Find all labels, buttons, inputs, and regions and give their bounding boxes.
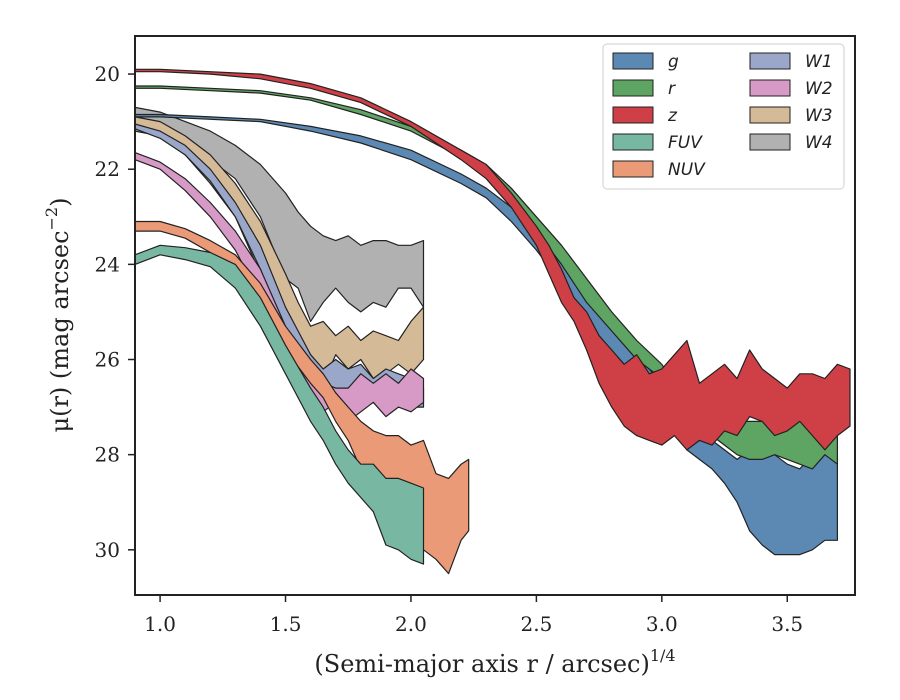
plot-frame bbox=[134, 35, 856, 596]
legend-swatch-fuv bbox=[612, 133, 654, 151]
x-axis-label: (Semi-major axis r / arcsec)1/4 bbox=[314, 646, 675, 678]
ticks-layer: 1.0 1.5 2.0 2.5 3.0 3.5 20 22 24 26 28 30 bbox=[95, 62, 804, 636]
legend: grz FUV NUV W1 W2 W3 W4 bbox=[602, 43, 845, 190]
legend-label-fuv: FUV bbox=[668, 133, 703, 153]
x-tick-label: 1.5 bbox=[270, 612, 302, 636]
y-tick-label: 26 bbox=[95, 348, 120, 372]
y-axis-label: μ(r) (mag arcsec−2) bbox=[42, 198, 74, 433]
legend-swatch-w3 bbox=[749, 106, 791, 124]
x-axis-label-exponent: 1/4 bbox=[650, 646, 676, 665]
legend-swatch-r bbox=[612, 79, 654, 97]
x-tick-label: 2.5 bbox=[520, 612, 552, 636]
series-layer bbox=[134, 68, 851, 575]
legend-label-z: z bbox=[667, 106, 678, 126]
legend-label-w1: W1 bbox=[805, 52, 833, 72]
legend-swatch-w4 bbox=[749, 133, 791, 151]
x-tick-label: 3.5 bbox=[771, 612, 803, 636]
x-tick-label: 1.0 bbox=[144, 612, 176, 636]
legend-label-g: g bbox=[668, 52, 679, 72]
x-tick-label: 2.0 bbox=[395, 612, 427, 636]
legend-swatch-z bbox=[612, 106, 654, 124]
x-tick-label: 3.0 bbox=[646, 612, 678, 636]
legend-label-w3: W3 bbox=[805, 106, 833, 126]
y-tick-label: 30 bbox=[95, 538, 120, 562]
y-axis-label-exponent: −2 bbox=[42, 207, 61, 231]
legend-label-w4: W4 bbox=[805, 133, 833, 153]
legend-swatch-w2 bbox=[749, 79, 791, 97]
legend-label-r: r bbox=[668, 79, 676, 99]
y-tick-label: 20 bbox=[95, 62, 120, 86]
series-band-fuv bbox=[134, 244, 425, 565]
y-axis-label-close: ) bbox=[46, 198, 74, 207]
legend-swatch-nuv bbox=[612, 160, 654, 178]
legend-label-w2: W2 bbox=[805, 79, 833, 99]
legend-label-nuv: NUV bbox=[668, 160, 706, 180]
legend-swatch-w1 bbox=[749, 52, 791, 70]
legend-swatch-g bbox=[612, 52, 654, 70]
y-tick-label: 24 bbox=[95, 252, 120, 276]
y-tick-label: 28 bbox=[95, 443, 120, 467]
series-band-z bbox=[134, 68, 851, 451]
y-tick-label: 22 bbox=[95, 157, 120, 181]
